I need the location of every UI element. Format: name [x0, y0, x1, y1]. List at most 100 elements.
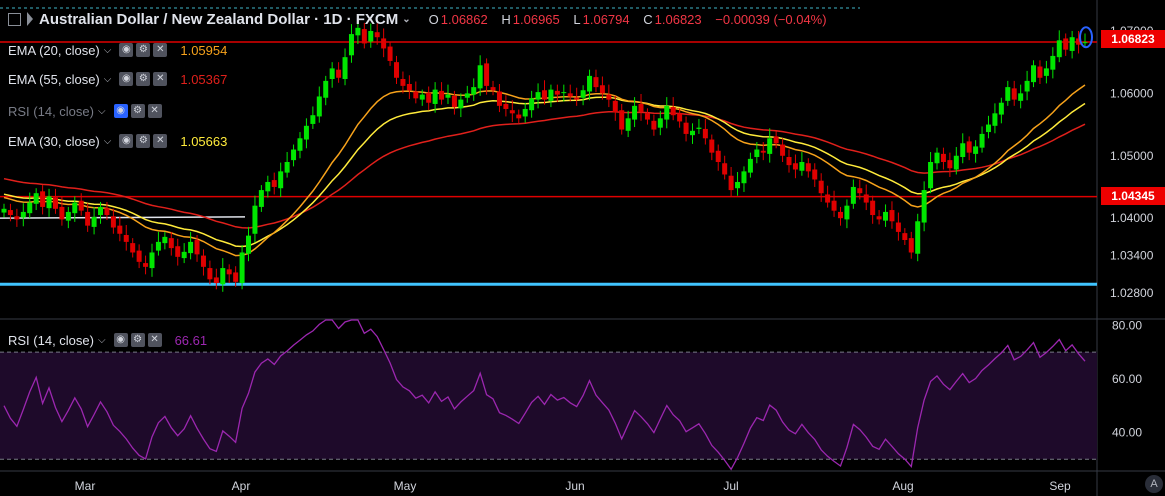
- close-icon[interactable]: ✕: [153, 134, 168, 148]
- candle-body: [915, 221, 921, 254]
- chevron-down-icon[interactable]: ⌵: [103, 44, 112, 56]
- gear-icon[interactable]: ⚙: [136, 134, 151, 148]
- candle-body: [567, 93, 573, 97]
- candle-body: [1037, 66, 1043, 78]
- ohlc-readout: O 1.06862 H 1.06965 L 1.06794 C 1.06823 −0.0…: [428, 11, 827, 27]
- eye-icon[interactable]: ◉: [113, 104, 128, 118]
- candle-body: [728, 175, 734, 191]
- rsi-legend[interactable]: RSI (14, close) ⌵ ◉ ⚙ ✕ 66.61: [8, 331, 207, 349]
- gear-icon[interactable]: ⚙: [130, 333, 145, 347]
- candle-body: [709, 139, 715, 153]
- indicator-label: RSI (14, close): [8, 103, 94, 119]
- candle-body: [767, 138, 773, 154]
- candle-body: [426, 92, 432, 103]
- candle-body: [664, 105, 670, 120]
- indicator-ema-20[interactable]: EMA (20, close) ⌵ ◉ ⚙ ✕ 1.05954: [8, 41, 227, 59]
- candle-body: [303, 125, 309, 140]
- candle-body: [638, 103, 644, 113]
- candle-body: [14, 216, 20, 220]
- candle-body: [792, 163, 798, 170]
- candle-body: [200, 255, 206, 267]
- chevron-down-icon[interactable]: ⌵: [97, 105, 106, 117]
- chevron-down-icon[interactable]: ⌵: [97, 334, 106, 346]
- candle-body: [940, 153, 946, 162]
- time-tick-label: Aug: [892, 479, 913, 493]
- collapse-icon[interactable]: [8, 12, 21, 26]
- candle-body: [194, 240, 200, 255]
- candle-body: [445, 94, 451, 98]
- candle-body: [529, 98, 535, 111]
- candle-body: [606, 94, 612, 100]
- indicator-ema-55[interactable]: EMA (55, close) ⌵ ◉ ⚙ ✕ 1.05367: [8, 70, 227, 88]
- candle-body: [143, 263, 149, 267]
- close-icon[interactable]: ✕: [147, 333, 162, 347]
- candle-body: [464, 93, 470, 98]
- candle-body: [496, 91, 502, 106]
- candle-body: [561, 92, 567, 94]
- gear-icon[interactable]: ⚙: [136, 43, 151, 57]
- candle-body: [985, 124, 991, 133]
- eye-icon[interactable]: ◉: [113, 333, 128, 347]
- candle-body: [1076, 38, 1082, 45]
- candle-body: [651, 120, 657, 130]
- candle-body: [336, 69, 342, 78]
- candle-body: [593, 77, 599, 88]
- candle-body: [1011, 88, 1017, 100]
- candle-body: [477, 65, 483, 89]
- candle-body: [902, 233, 908, 240]
- candle-body: [612, 100, 618, 113]
- indicator-ema-30[interactable]: EMA (30, close) ⌵ ◉ ⚙ ✕ 1.05663: [8, 132, 227, 150]
- gear-icon[interactable]: ⚙: [130, 104, 145, 118]
- candle-body: [368, 30, 374, 42]
- chevron-down-icon[interactable]: ⌄: [402, 13, 411, 25]
- candle-body: [136, 250, 142, 262]
- price-tick-label: 1.06000: [1110, 86, 1154, 100]
- candle-body: [503, 103, 509, 109]
- price-tick-label: 1.04000: [1110, 211, 1154, 225]
- candle-body: [181, 251, 187, 259]
- candle-body: [117, 225, 123, 234]
- candle-body: [72, 202, 78, 214]
- indicator-label: EMA (20, close): [8, 42, 100, 58]
- close-icon[interactable]: ✕: [153, 43, 168, 57]
- close-icon[interactable]: ✕: [147, 104, 162, 118]
- candle-body: [458, 99, 464, 109]
- eye-icon[interactable]: ◉: [119, 134, 134, 148]
- candle-body: [110, 216, 116, 228]
- eye-icon[interactable]: ◉: [119, 43, 134, 57]
- candle-body: [91, 216, 97, 227]
- candle-body: [1024, 80, 1030, 92]
- candle-body: [973, 146, 979, 154]
- candle-body: [239, 252, 245, 284]
- candle-body: [934, 152, 940, 164]
- candle-body: [1082, 42, 1088, 44]
- candle-body: [310, 115, 316, 124]
- candle-body: [850, 186, 856, 204]
- candle-body: [387, 46, 393, 61]
- candle-body: [355, 27, 361, 36]
- chevron-down-icon[interactable]: ⌵: [103, 73, 112, 85]
- low-value: 1.06794: [582, 11, 630, 27]
- candle-body: [284, 162, 290, 173]
- indicator-rsi-hidden[interactable]: RSI (14, close) ⌵ ◉ ⚙ ✕: [8, 102, 165, 120]
- rsi-value: 66.61: [174, 332, 208, 348]
- candle-body: [870, 200, 876, 216]
- flag-icon[interactable]: [27, 12, 33, 26]
- candle-body: [619, 110, 625, 130]
- gear-icon[interactable]: ⚙: [136, 72, 151, 86]
- candle-body: [799, 162, 805, 171]
- indicator-label: EMA (30, close): [8, 133, 100, 149]
- candle-body: [1, 208, 7, 213]
- auto-scale-button[interactable]: A: [1145, 475, 1163, 493]
- candle-body: [413, 91, 419, 99]
- symbol-title[interactable]: Australian Dollar / New Zealand Dollar ·…: [39, 10, 399, 28]
- candle-body: [1050, 55, 1056, 70]
- candle-body: [130, 243, 136, 253]
- chevron-down-icon[interactable]: ⌵: [103, 135, 112, 147]
- candle-body: [1005, 87, 1011, 101]
- time-tick-label: Jun: [565, 479, 584, 493]
- indicator-value: 1.05367: [180, 71, 228, 87]
- close-icon[interactable]: ✕: [153, 72, 168, 86]
- eye-icon[interactable]: ◉: [119, 72, 134, 86]
